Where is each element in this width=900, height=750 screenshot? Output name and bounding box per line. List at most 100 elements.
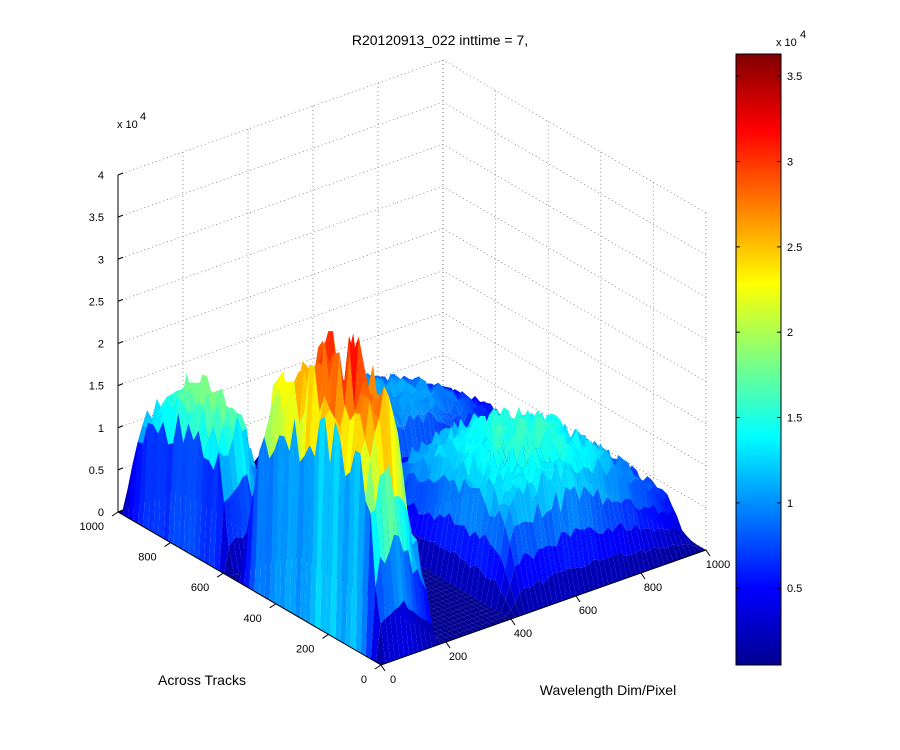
surface-cell [365,513,376,660]
z-tick [117,172,124,176]
surface-cell [584,563,595,592]
surface-cell [460,560,471,593]
surface-cell [499,490,509,506]
surface-cell [315,416,325,630]
surface-cell [167,392,178,409]
surface-cell [622,553,632,578]
x-tick-label: 1000 [706,559,730,571]
surface-cell [421,387,432,402]
y-tick [111,511,119,517]
surface-cell [518,474,528,495]
surface-cell [598,533,609,560]
surface-cell [589,559,600,590]
surface-cell [453,451,463,471]
surface-cell [533,409,544,443]
surface-cell [486,611,497,617]
surface-cell [389,534,400,611]
surface-cell [469,468,479,489]
surface-cell [455,524,465,559]
surface-cell [419,478,429,515]
surface-cell [427,594,438,600]
surface-cell [268,378,279,438]
surface-cell [182,382,193,394]
surface-cell [208,426,219,471]
surface-cell [168,413,179,545]
surface-cell [423,458,434,483]
surface-cell [408,550,418,616]
surface-cell [335,438,346,642]
surface-cell [648,486,659,515]
grid-line [117,101,444,218]
surface-cell [430,574,441,580]
surface-cell [428,604,438,609]
z-tick [117,425,124,429]
surface-cell [445,412,456,420]
surface-cell [579,467,589,492]
colorbar-tick-label: 0.5 [787,583,802,595]
surface-cell [570,568,581,596]
surface-cell [527,480,538,523]
surface-cell [642,476,653,483]
surface-cell [431,625,442,646]
surface-cell [408,450,418,464]
z-tick [117,467,124,471]
surface-cell [227,407,237,429]
surface-cell [481,608,492,614]
surface-cell [269,388,279,459]
surface-cell [394,606,405,659]
surface-cell [324,354,335,410]
surface-cell [437,596,447,601]
surface-cell [555,459,566,513]
surface-cell [455,558,466,590]
surface-cell [429,388,440,402]
surface-cell [569,445,579,474]
surface-cell [603,557,614,585]
surface-cell [344,354,355,421]
surface-cell [492,451,503,470]
surface-cell [551,491,562,547]
surface-cell [449,625,460,630]
surface-cell [318,340,328,395]
surface-cell [551,459,561,513]
surface-cell [498,459,508,477]
surface-cell [444,626,455,632]
surface-cell [448,457,459,474]
surface-cell [561,531,571,570]
surface-cell [647,476,658,488]
surface-cell [440,395,451,414]
surface-cell [413,611,423,652]
surface-cell [450,402,460,416]
surface-cell [183,423,194,554]
surface-cell [496,613,506,618]
surface-cell [319,396,330,421]
surface-cell [393,414,403,501]
surface-cell [620,469,631,500]
surface-cell [441,416,451,427]
surface-cell [403,550,414,612]
surface-cell [540,459,551,471]
surface-cell [407,383,417,396]
surface-cell [565,532,576,569]
surface-cell [349,336,359,410]
surface-cell [538,580,549,608]
surface-cell [441,589,452,595]
surface-cell [440,548,450,581]
surface-cell [413,451,423,464]
surface-cell [426,434,437,450]
surface-cell [593,529,604,561]
surface-cell [434,616,444,621]
grid-line [442,143,707,298]
surface-cell [507,444,517,474]
surface-cell [611,501,622,526]
surface-cell [299,371,309,424]
grid-line [117,186,444,302]
surface-cell [188,430,199,557]
surface-cell [416,539,427,591]
surface-cell [447,606,458,612]
surface-cell [425,576,436,582]
surface-cell [472,616,483,622]
surface-cell [523,480,533,523]
surface-cell [607,453,618,464]
x-tick-label: 600 [579,605,597,617]
surface-cell [393,495,404,552]
